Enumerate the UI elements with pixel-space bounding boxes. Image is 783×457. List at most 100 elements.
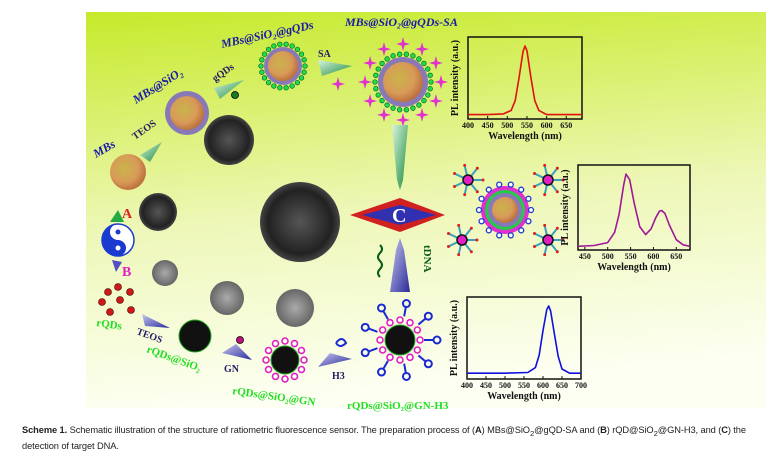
scheme-figure: MBs TEOS MBs@SiO₂ gQDs MBs@SiO₂@gQDs SA …	[86, 12, 766, 412]
dna-end	[463, 163, 467, 167]
gn-ring	[416, 336, 424, 344]
x-tick-label: 600	[647, 252, 659, 261]
dna-end	[463, 193, 467, 197]
gqd-dot	[294, 79, 301, 86]
c-reaction-inner	[362, 205, 436, 225]
gn-ring	[413, 326, 422, 334]
y-axis-label: PL intensity (a.u.)	[450, 40, 461, 116]
gqd-dot	[283, 41, 289, 47]
caption-sub: 2	[529, 428, 535, 438]
dna-end	[555, 226, 559, 230]
gn-ring	[518, 186, 525, 193]
h3-loop	[401, 299, 411, 309]
dna-end	[446, 245, 450, 249]
gqd-dot	[373, 72, 379, 78]
label-route-b: B	[122, 265, 131, 280]
gn-ring	[297, 346, 306, 355]
dna-end	[543, 253, 547, 257]
gn-ring	[290, 372, 299, 381]
x-tick-label: 550	[521, 121, 533, 130]
gqd-dot	[421, 97, 427, 104]
gn-ring	[281, 337, 289, 345]
caption-sub: 2	[653, 428, 658, 438]
h3-loop	[423, 359, 433, 369]
plot-frame	[467, 36, 583, 120]
mbs-sio2-gqds-sa-particle	[358, 37, 448, 127]
gqd-dot	[289, 83, 295, 89]
gqd-dot	[375, 66, 381, 72]
gn-ring	[496, 232, 503, 239]
pl-chart-3: 400 450 500 550 600 650 700 Wavelength (nm) PL i…	[449, 296, 587, 402]
h3-loop	[360, 322, 370, 332]
h3-hairpin	[335, 338, 348, 347]
dna-end	[475, 238, 479, 242]
gqd-dot	[298, 51, 305, 57]
rqds-sio2-gn-particle	[262, 337, 308, 383]
gqd-dot	[231, 91, 239, 99]
dna-end	[475, 166, 479, 170]
gqd-dot	[390, 105, 396, 111]
x-tick-label: 700	[575, 381, 587, 390]
satellite-particle	[542, 234, 554, 246]
x-tick-label: 450	[482, 121, 494, 130]
h3-hairpin	[367, 347, 378, 353]
y-axis-label: PL intensity (a.u.)	[449, 300, 460, 376]
gqd-dot	[410, 53, 416, 59]
arrow-sa	[318, 60, 352, 76]
gqd-dot	[259, 69, 265, 75]
gn-ring	[396, 316, 404, 324]
gqd-dot	[261, 51, 268, 57]
caption-text: @gQD-SA and (	[534, 425, 601, 435]
x-tick-label: 550	[518, 381, 530, 390]
h3-loop	[360, 348, 370, 358]
label-route-a: A	[122, 207, 133, 222]
gn-ring	[507, 232, 514, 239]
rqds-dots	[98, 283, 135, 316]
gqd-dot	[259, 57, 265, 63]
gqd-dot	[410, 105, 416, 111]
caption-label: Scheme 1.	[22, 425, 68, 435]
tem-image-mbs-sio2	[204, 115, 254, 165]
arrow-down-to-c	[392, 125, 408, 190]
gn-ring	[290, 339, 299, 348]
gqd-dot	[258, 63, 264, 69]
gn-ring	[525, 195, 532, 202]
h3-loop	[401, 371, 411, 381]
gqd-dot	[302, 63, 308, 69]
x-tick-label: 600	[541, 121, 553, 130]
tdna-strand	[377, 244, 383, 278]
gqd-dot	[384, 102, 390, 108]
caption-ref-c: C	[721, 425, 728, 435]
gqd-dot	[277, 41, 283, 47]
caption-ref-b: B	[600, 425, 607, 435]
gqd-dot	[416, 102, 422, 108]
h3-loop	[423, 311, 433, 321]
gqd-dot	[301, 69, 307, 75]
gn-ring	[518, 227, 525, 234]
h3-hairpin	[382, 310, 389, 320]
x-tick-label: 500	[501, 121, 513, 130]
mbs-particle	[110, 154, 146, 190]
gqd-dot	[289, 43, 295, 49]
dna-end	[481, 178, 485, 182]
dna-end	[532, 245, 536, 249]
dna-end	[475, 190, 479, 194]
dna-end	[561, 238, 565, 242]
gqd-dot	[396, 107, 403, 113]
sensor-complex	[446, 163, 565, 257]
x-tick-label: 600	[537, 381, 549, 390]
label-sa: SA	[318, 49, 332, 60]
gn-ring	[406, 353, 414, 362]
dna-end	[543, 193, 547, 197]
h3-hairpin	[367, 327, 378, 333]
dna-end	[532, 185, 536, 189]
label-mbs-sio2-gqds-sa: MBs@SiO₂@gQDs-SA	[344, 15, 458, 29]
gqd-dot	[379, 97, 385, 104]
gn-ring	[507, 181, 514, 188]
pl-spectrum-line	[467, 305, 581, 375]
gn-ring	[496, 181, 503, 188]
arrow-h3	[318, 353, 352, 367]
gqd-dot	[283, 85, 289, 91]
arrow-teos-b	[142, 314, 170, 328]
